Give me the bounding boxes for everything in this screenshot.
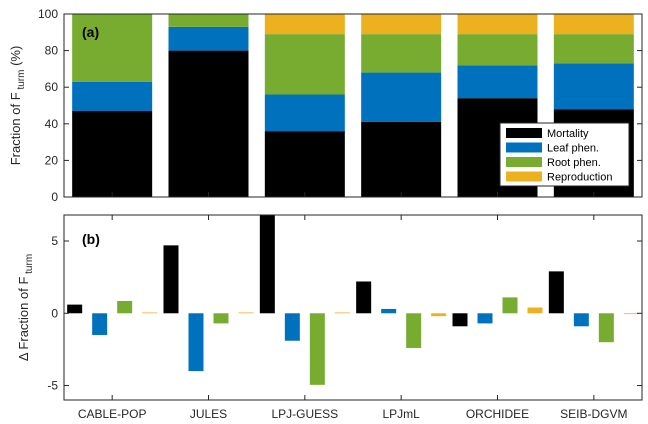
ytick-label-a: 80 <box>45 44 59 58</box>
xtick-label-lpjml: LPJmL <box>382 407 420 421</box>
bar-b-cable-pop-root-phen <box>117 300 133 314</box>
bar-a-cable-pop-mortality <box>72 110 153 197</box>
bar-a-lpj-guess-root-phen <box>264 34 345 95</box>
axes-box-a <box>63 13 643 198</box>
ytick-label-a: 0 <box>51 190 58 204</box>
xtick-label-cable-pop: CABLE-POP <box>78 407 147 421</box>
bar-a-lpjml-reproduction <box>361 14 442 35</box>
legend-label-root-phen: Root phen. <box>547 157 601 169</box>
bar-b-seib-dgvm-root-phen <box>598 313 614 343</box>
bar-b-seib-dgvm-reproduction <box>623 313 639 315</box>
legend-swatch-mortality <box>506 128 542 138</box>
ytick-label-b: -5 <box>47 379 58 393</box>
bar-b-lpjml-reproduction <box>431 313 447 317</box>
bar-b-seib-dgvm-leaf-phen <box>573 313 589 327</box>
legend-swatch-root-phen <box>506 157 542 167</box>
bar-a-cable-pop-leaf-phen <box>72 81 153 111</box>
bar-a-seib-dgvm-reproduction <box>553 14 634 35</box>
ytick-label-a: 20 <box>45 153 59 167</box>
bar-b-cable-pop-leaf-phen <box>92 313 108 335</box>
bar-a-lpj-guess-mortality <box>264 131 345 197</box>
bar-b-lpjml-root-phen <box>406 313 422 348</box>
bar-b-jules-root-phen <box>213 313 229 324</box>
bar-a-seib-dgvm-leaf-phen <box>553 63 634 110</box>
xtick-label-seib-dgvm: SEIB-DGVM <box>560 407 627 421</box>
bar-a-cable-pop-root-phen <box>72 14 153 82</box>
ytick-label-a: 60 <box>45 80 59 94</box>
bar-b-lpj-guess-reproduction <box>334 312 350 314</box>
bar-b-cable-pop-mortality <box>67 304 83 314</box>
legend-label-leaf-phen: Leaf phen. <box>547 143 599 155</box>
ytick-label-a: 100 <box>38 7 58 21</box>
bar-b-seib-dgvm-mortality <box>548 271 564 314</box>
y-axis-label-b: Δ Fraction of F turm <box>16 254 35 361</box>
bar-a-lpjml-leaf-phen <box>361 72 442 122</box>
bar-b-orchidee-reproduction <box>527 307 543 314</box>
xtick-label-jules: JULES <box>190 407 227 421</box>
bar-a-lpjml-mortality <box>361 121 442 197</box>
ytick-label-a: 40 <box>45 117 59 131</box>
panel-a: 0 20 40 60 80 100 (a) Fraction of F turm (%) Mor… <box>8 7 643 204</box>
bar-a-lpj-guess-leaf-phen <box>264 94 345 132</box>
y-axis-label-a: Fraction of F turm (%) <box>8 46 27 166</box>
xtick-label-orchidee: ORCHIDEE <box>466 407 529 421</box>
bar-b-jules-leaf-phen <box>188 313 204 372</box>
bar-b-jules-mortality <box>163 245 179 314</box>
bar-b-cable-pop-reproduction <box>142 312 158 314</box>
legend-swatch-reproduction <box>506 171 542 182</box>
panel-label-b: (b) <box>82 231 100 247</box>
bar-a-jules-leaf-phen <box>168 26 249 51</box>
panel-b: -5 0 5 CABLE-POP JULES LPJ-GUESS LPJmL ORCHIDEE… <box>16 214 643 421</box>
bar-a-orchidee-root-phen <box>457 34 538 66</box>
bar-a-seib-dgvm-root-phen <box>553 34 634 64</box>
bar-a-orchidee-reproduction <box>457 14 538 35</box>
bar-b-jules-reproduction <box>238 312 254 314</box>
bar-b-orchidee-leaf-phen <box>477 313 493 324</box>
bar-a-jules-mortality <box>168 50 249 197</box>
panel-label-a: (a) <box>82 24 99 40</box>
bar-a-jules-root-phen <box>168 14 249 27</box>
bar-b-lpjml-leaf-phen <box>381 308 397 314</box>
legend-label-mortality: Mortality <box>547 128 589 140</box>
bar-b-lpj-guess-root-phen <box>309 313 325 385</box>
legend-swatch-leaf-phen <box>506 142 542 153</box>
bar-b-lpj-guess-leaf-phen <box>284 313 300 341</box>
legend-label-reproduction: Reproduction <box>547 172 612 184</box>
ytick-label-b: 0 <box>51 306 58 320</box>
axes-box-b <box>63 214 643 401</box>
bar-b-orchidee-root-phen <box>502 297 518 314</box>
bar-b-lpj-guess-mortality <box>259 215 275 314</box>
bar-a-lpj-guess-reproduction <box>264 14 345 35</box>
bar-b-orchidee-mortality <box>452 313 468 327</box>
bar-a-orchidee-leaf-phen <box>457 65 538 99</box>
ytick-label-b: 5 <box>51 234 58 248</box>
xtick-label-lpj-guess: LPJ-GUESS <box>271 407 338 421</box>
bar-a-lpjml-root-phen <box>361 34 442 73</box>
bar-b-lpjml-mortality <box>356 281 372 314</box>
